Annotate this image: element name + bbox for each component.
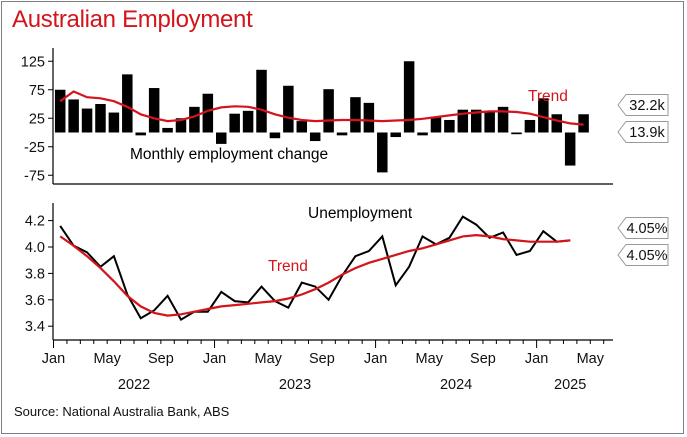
x-tick-label-month: Jan (364, 351, 387, 367)
employment-change-bar (430, 116, 442, 133)
employment-change-bar (497, 106, 509, 133)
employment-change-bar (417, 132, 428, 136)
unemployment-line (59, 215, 571, 321)
employment-series-label: Monthly employment change (130, 146, 328, 163)
employment-change-bar (323, 89, 334, 133)
y-tick-label-unemployment: 3.4 (25, 319, 45, 335)
employment-change-bar (256, 69, 267, 133)
employment-latest-label-box (617, 94, 669, 116)
employment-change-bar (242, 110, 254, 133)
y-tick-label-unemployment: 3.6 (25, 293, 45, 309)
x-tick-label-year: 2025 (554, 377, 586, 393)
employment-change-bar (189, 106, 200, 133)
unemployment-latest-label-box (617, 217, 669, 239)
employment-change-bar (511, 132, 522, 135)
employment-change-bar (457, 109, 469, 133)
y-tick-label-unemployment: 3.8 (25, 266, 45, 282)
y-tick-label-unemployment: 4.0 (25, 240, 45, 256)
employment-change-bar (564, 132, 576, 166)
x-tick-label-year: 2024 (440, 377, 472, 393)
x-tick-label-month: Sep (470, 351, 496, 367)
employment-change-bar (484, 110, 495, 133)
x-tick-label-month: May (416, 351, 444, 367)
employment-change-bar (108, 112, 120, 133)
employment-change-bar (309, 132, 321, 142)
y-tick-label-employment: 125 (21, 54, 45, 70)
x-tick-label-year: 2023 (279, 377, 311, 393)
y-tick-label-employment: 75 (29, 83, 45, 99)
employment-trend-label: Trend (528, 88, 568, 105)
unemployment-series-label: Unemployment (308, 205, 413, 222)
unemployment-latest-label: 4.05% (626, 221, 667, 237)
y-tick-label-unemployment: 4.2 (25, 214, 45, 230)
x-tick-label-year: 2022 (118, 377, 150, 393)
employment-change-bar (551, 114, 562, 133)
x-tick-label-month: May (93, 351, 121, 367)
employment-change-bar (296, 121, 308, 133)
x-tick-label-month: Jan (525, 351, 548, 367)
employment-change-bar (363, 102, 375, 133)
y-tick-label-employment: -75 (24, 168, 45, 184)
x-tick-label-month: Sep (148, 351, 174, 367)
y-tick-label-employment: 25 (29, 111, 45, 127)
employment-change-bar (229, 113, 240, 133)
employment-change-bar (377, 132, 388, 173)
employment-change-bar (444, 119, 455, 133)
chart-title: Australian Employment (12, 6, 253, 33)
employment-change-bar (162, 127, 173, 133)
unemployment-trend-latest-label: 4.05% (626, 248, 667, 264)
employment-change-bar (202, 93, 214, 133)
employment-trend-line (59, 90, 584, 126)
x-tick-label-month: Jan (42, 351, 65, 367)
x-tick-label-month: Sep (309, 351, 335, 367)
employment-change-bar (122, 74, 133, 133)
employment-change-bar (216, 132, 227, 144)
employment-change-bar (336, 132, 348, 136)
x-tick-label-month: Jan (203, 351, 226, 367)
employment-trend-latest-label-box (617, 121, 669, 143)
employment-change-bar (283, 85, 294, 133)
employment-latest-label: 32.2k (629, 98, 665, 114)
employment-change-bar (524, 119, 536, 133)
employment-change-bar (403, 61, 415, 133)
employment-change-bar (175, 118, 187, 133)
employment-change-bar (470, 109, 482, 133)
employment-change-bar (350, 97, 361, 133)
employment-trend-latest-label: 13.9k (629, 125, 665, 141)
employment-change-bar (95, 104, 106, 133)
source-note: Source: National Australia Bank, ABS (14, 404, 230, 419)
employment-change-bar (54, 89, 66, 133)
employment-change-bar (578, 114, 589, 133)
employment-change-bar (390, 132, 401, 138)
unemployment-trend-latest-label-box (617, 244, 669, 266)
employment-change-bar (269, 132, 281, 139)
x-tick-label-month: May (577, 351, 605, 367)
y-tick-label-employment: -25 (24, 140, 45, 156)
employment-change-bar (81, 108, 93, 133)
unemployment-trend-line (59, 233, 571, 317)
employment-change-bar (68, 99, 79, 133)
x-tick-label-month: May (255, 351, 283, 367)
employment-change-bar (135, 132, 146, 136)
unemployment-trend-label: Trend (268, 258, 308, 275)
employment-change-bar (538, 98, 549, 133)
employment-change-bar (148, 88, 160, 133)
